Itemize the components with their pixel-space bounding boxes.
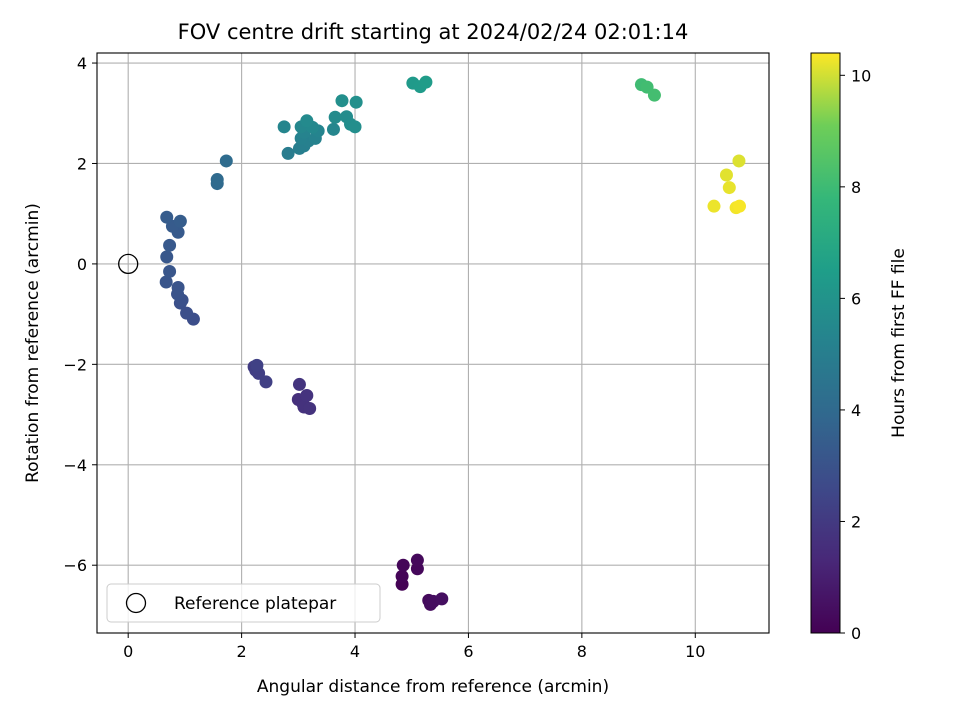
x-tick-label: 10 (685, 642, 705, 661)
scatter-point (395, 569, 409, 583)
y-tick-label: −4 (63, 456, 87, 475)
scatter-point (732, 154, 746, 168)
scatter-point (707, 199, 721, 213)
colorbar-tick-label: 10 (851, 66, 871, 85)
grid-lines (97, 53, 769, 633)
scatter-point (160, 210, 174, 224)
legend: Reference platepar (106, 583, 381, 623)
y-axis-label: Rotation from reference (arcmin) (23, 203, 43, 483)
scatter-point (435, 592, 449, 606)
y-tick-label: 2 (77, 154, 87, 173)
y-ticks: −6 −4 −2 0 2 4 (63, 54, 97, 575)
colorbar-gradient (810, 52, 841, 634)
y-tick-label: −2 (63, 355, 87, 374)
scatter-point (163, 264, 177, 278)
chart-title: FOV centre drift starting at 2024/02/24 … (178, 20, 689, 44)
scatter-point (328, 110, 342, 124)
colorbar-tick-label: 2 (851, 512, 861, 531)
scatter-point (159, 275, 173, 289)
scatter-point (348, 120, 362, 134)
scatter-point (719, 168, 733, 182)
legend-box (106, 583, 381, 623)
scatter-point (171, 281, 185, 295)
colorbar-ticks: 0 2 4 6 8 10 (840, 66, 871, 643)
legend-marker-reference (125, 592, 147, 614)
colorbar-tick-label: 4 (851, 401, 861, 420)
scatter-point (647, 88, 661, 102)
x-axis-label: Angular distance from reference (arcmin) (257, 677, 609, 697)
scatter-point (349, 95, 363, 109)
x-tick-label: 6 (463, 642, 473, 661)
scatter-point (419, 75, 433, 89)
plot-frame (96, 52, 770, 634)
scatter-point (733, 199, 747, 213)
scatter-point (210, 173, 224, 187)
colorbar-tick-label: 8 (851, 178, 861, 197)
scatter-point (180, 306, 194, 320)
scatter-point (396, 558, 410, 572)
x-ticks: 0 2 4 6 8 10 (123, 633, 705, 661)
scatter-point (163, 238, 177, 252)
scatter-point (219, 154, 233, 168)
scatter-point (300, 114, 314, 128)
x-tick-label: 2 (237, 642, 247, 661)
reference-point-marker (118, 253, 139, 275)
scatter-point (300, 388, 314, 402)
colorbar: 0 2 4 6 8 10 Hours from first FF file (810, 52, 909, 643)
colorbar-label: Hours from first FF file (889, 248, 909, 438)
legend-label-reference: Reference platepar (174, 594, 336, 614)
scatter-point (335, 94, 349, 108)
scatter-point (292, 377, 306, 391)
scatter-point (410, 553, 424, 567)
scatter-point (277, 120, 291, 134)
x-tick-label: 4 (350, 642, 360, 661)
colorbar-tick-label: 0 (851, 624, 861, 643)
scatter-point (250, 358, 264, 372)
scatter-point (326, 122, 340, 136)
scatter-point (173, 214, 187, 228)
scatter-points (159, 75, 747, 611)
scatter-point (281, 146, 295, 160)
scatter-point (259, 375, 273, 389)
y-tick-label: 0 (77, 255, 87, 274)
x-tick-label: 0 (123, 642, 133, 661)
scatter-point (160, 250, 174, 264)
y-tick-label: −6 (63, 556, 87, 575)
plot-area (97, 53, 769, 633)
scatter-point (722, 181, 736, 195)
y-tick-label: 4 (77, 54, 87, 73)
colorbar-tick-label: 6 (851, 289, 861, 308)
scatter-point (303, 402, 317, 416)
x-tick-label: 8 (577, 642, 587, 661)
